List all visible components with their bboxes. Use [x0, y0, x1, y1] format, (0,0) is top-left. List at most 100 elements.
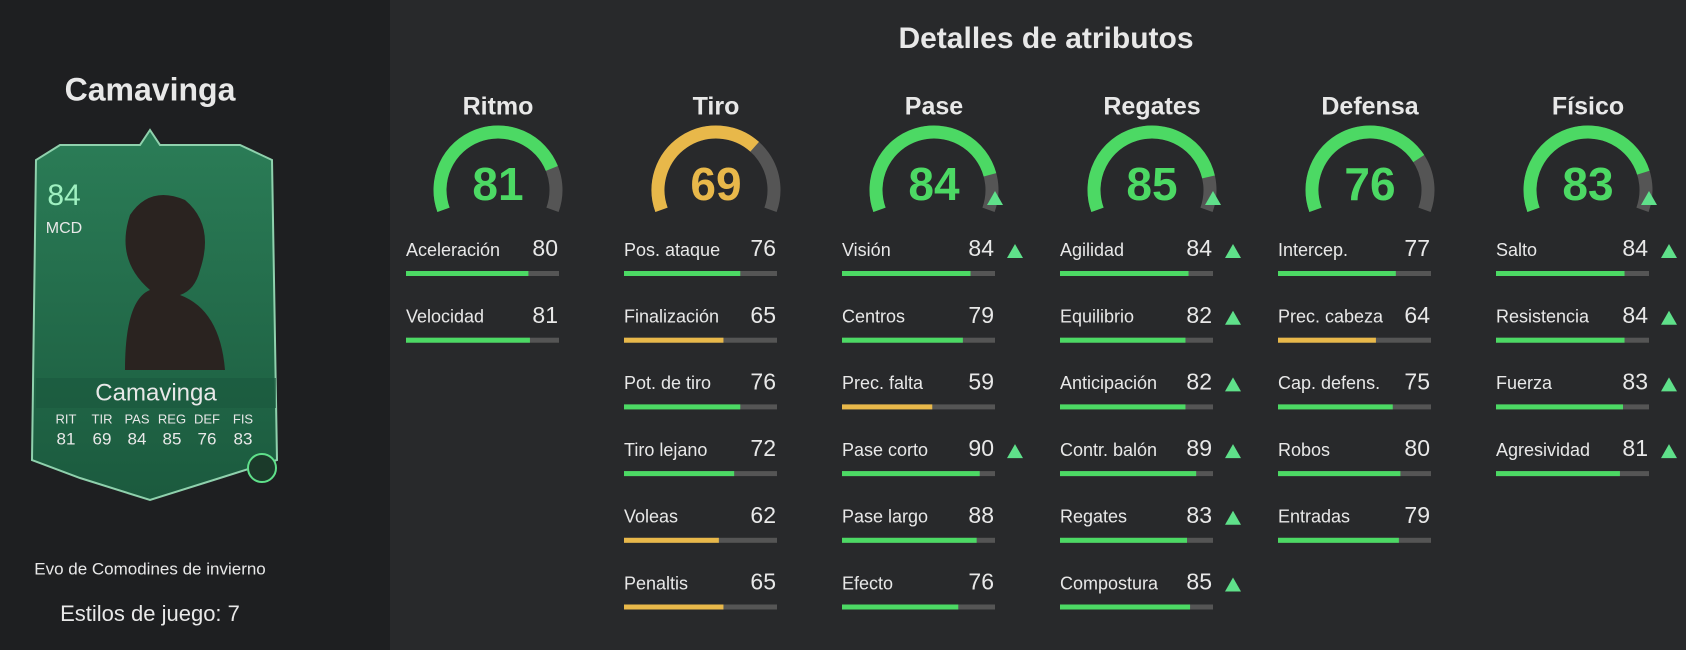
attribute-name: Fuerza: [1496, 373, 1553, 393]
attribute-bar: [842, 471, 980, 477]
attribute-name: Robos: [1278, 440, 1330, 460]
upgrade-arrow: [987, 191, 1003, 205]
upgrade-arrow: [1661, 244, 1677, 258]
category-value: 76: [1344, 158, 1395, 210]
attribute-value: 82: [1186, 368, 1212, 394]
upgrade-arrow: [1661, 310, 1677, 325]
attribute-value: 59: [968, 368, 994, 394]
category-name: Defensa: [1321, 93, 1419, 121]
attribute-value: 84: [1622, 235, 1648, 261]
attribute-bar: [1496, 337, 1625, 343]
attribute-name: Pos. ataque: [624, 240, 720, 260]
attribute-name: Resistencia: [1496, 306, 1590, 326]
playstyles: Estilos de juego: 7: [60, 601, 240, 626]
attribute-value: 62: [750, 502, 776, 528]
attribute-name: Pase corto: [842, 440, 928, 460]
attribute-bar: [1278, 271, 1396, 276]
attribute-name: Centros: [842, 306, 905, 326]
category-name: Pase: [905, 93, 963, 121]
attribute-bar: [1278, 537, 1399, 543]
card-stat-label: DEF: [194, 411, 220, 426]
gauge-fill: [1305, 125, 1425, 213]
right-panel: [390, 0, 1686, 650]
attribute-name: Anticipación: [1060, 373, 1157, 393]
attribute-bar: [624, 271, 741, 276]
category-name: Tiro: [693, 93, 740, 121]
attribute-bar: [624, 337, 724, 343]
category-value: 69: [690, 158, 741, 210]
attribute-bar: [624, 404, 741, 410]
attribute-bar: [624, 471, 735, 477]
section-title: Detalles de atributos: [898, 22, 1193, 55]
attribute-value: 79: [968, 302, 994, 328]
category-value: 81: [472, 158, 523, 210]
upgrade-arrow: [1225, 444, 1241, 459]
card-name: Camavinga: [95, 379, 217, 406]
attribute-bar: [1060, 404, 1186, 410]
attribute-value: 84: [1622, 302, 1648, 328]
category-name: Regates: [1103, 93, 1200, 121]
attribute-value: 64: [1404, 302, 1430, 328]
upgrade-arrow: [1225, 310, 1241, 325]
upgrade-arrow: [1225, 577, 1241, 592]
player-name: Camavinga: [65, 71, 236, 107]
category-value: 84: [908, 158, 960, 210]
card-stat-label: RIT: [56, 411, 77, 426]
attribute-name: Equilibrio: [1060, 306, 1134, 326]
attribute-name: Efecto: [842, 573, 893, 593]
attribute-bar: [1060, 471, 1197, 477]
attribute-value: 90: [968, 435, 994, 461]
attribute-name: Agilidad: [1060, 240, 1124, 260]
upgrade-arrow: [1661, 377, 1677, 392]
attribute-name: Salto: [1496, 240, 1537, 260]
card-rating: 84: [47, 179, 80, 212]
attribute-name: Prec. falta: [842, 373, 924, 393]
card-name-band: [36, 378, 276, 408]
attribute-value: 89: [1186, 435, 1212, 461]
attribute-value: 83: [1186, 502, 1212, 528]
attribute-name: Agresividad: [1496, 440, 1590, 460]
card-stat-label: PAS: [124, 411, 149, 426]
attribute-name: Pase largo: [842, 507, 928, 527]
attribute-name: Visión: [842, 240, 891, 260]
attribute-value: 72: [750, 435, 776, 461]
card-stat-label: REG: [158, 411, 186, 426]
attribute-bar: [406, 271, 529, 276]
card-stat-value: 76: [198, 429, 217, 448]
attribute-value: 84: [968, 235, 994, 261]
category-name: Ritmo: [463, 93, 534, 121]
card-stat-label: TIR: [92, 411, 113, 426]
upgrade-arrow: [1225, 377, 1241, 392]
attribute-bar: [1278, 337, 1376, 343]
card-stat-value: 85: [163, 429, 182, 448]
gauge-fill: [1087, 125, 1215, 213]
attribute-name: Penaltis: [624, 573, 688, 593]
attribute-name: Velocidad: [406, 306, 484, 326]
attribute-name: Entradas: [1278, 507, 1350, 527]
attribute-name: Intercep.: [1278, 240, 1348, 260]
attribute-value: 76: [750, 235, 776, 261]
attribute-name: Pot. de tiro: [624, 373, 711, 393]
attribute-value: 65: [750, 569, 776, 595]
attribute-name: Cap. defens.: [1278, 373, 1380, 393]
attribute-name: Voleas: [624, 507, 678, 527]
attribute-bar: [1060, 537, 1187, 543]
attribute-value: 80: [532, 235, 558, 261]
attribute-bar: [624, 537, 719, 543]
attribute-bar: [1060, 604, 1191, 610]
attribute-bar: [842, 271, 971, 276]
evo-badge: [247, 453, 277, 483]
attribute-value: 65: [750, 302, 776, 328]
attribute-bar: [1496, 471, 1620, 477]
attribute-bar: [1496, 404, 1623, 410]
upgrade-arrow: [1641, 191, 1657, 205]
category-value: 85: [1126, 158, 1177, 210]
card-stat-label: FIS: [233, 411, 254, 426]
card-stat-value: 81: [57, 429, 76, 448]
attribute-bar: [1278, 471, 1401, 477]
attribute-name: Tiro lejano: [624, 440, 707, 460]
attribute-bar: [842, 404, 933, 410]
attribute-bar: [1060, 337, 1186, 343]
attribute-bar: [842, 604, 959, 610]
